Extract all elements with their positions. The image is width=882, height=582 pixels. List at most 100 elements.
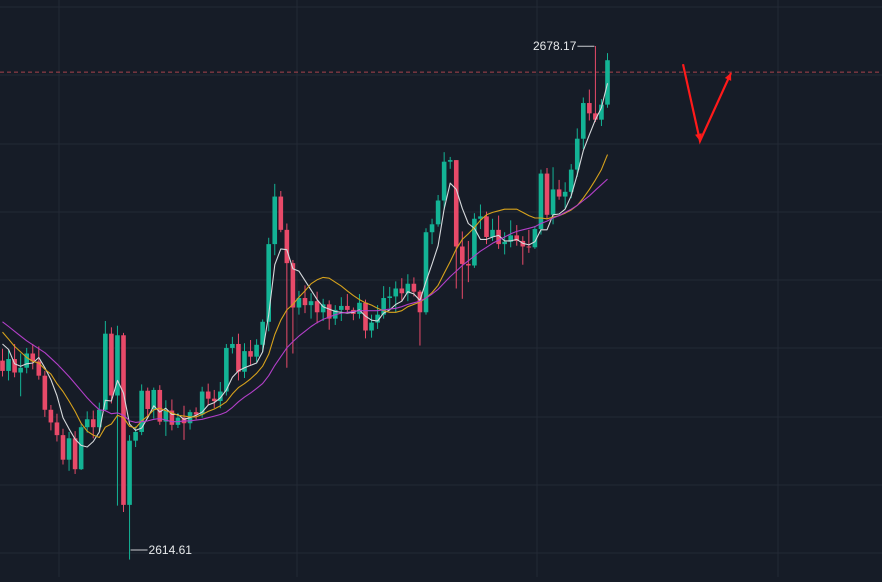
candle-body-14	[84, 419, 90, 428]
candle-body-1	[6, 359, 11, 371]
candle-body-77	[466, 263, 471, 266]
candle-body-38	[230, 343, 235, 348]
candle-body-87	[526, 246, 532, 248]
candle-body-62	[375, 314, 380, 323]
candle-body-32	[193, 412, 199, 415]
candle-body-42	[254, 344, 259, 357]
candle-body-4	[24, 353, 29, 368]
ma-line-2	[2, 178, 608, 423]
candle-body-48	[290, 263, 296, 308]
candle-body-91	[550, 189, 556, 215]
candle-body-93	[562, 191, 568, 197]
candle-body-46	[278, 196, 284, 230]
candle-body-63	[381, 298, 386, 315]
candle-body-49	[296, 298, 302, 308]
candle-body-68	[411, 283, 417, 292]
candle-body-18	[109, 333, 114, 396]
candle-body-71	[429, 224, 435, 233]
candle-body-22	[133, 431, 138, 441]
candles	[0, 45, 610, 560]
candle-body-17	[103, 333, 108, 410]
candle-body-90	[544, 173, 550, 215]
candle-body-34	[205, 391, 211, 399]
candle-body-66	[399, 288, 405, 294]
moving-average-lines	[2, 83, 609, 448]
candle-body-81	[490, 229, 495, 237]
candle-body-61	[369, 322, 374, 331]
candle-body-12	[72, 438, 78, 470]
candle-body-2	[12, 359, 17, 373]
candle-body-76	[460, 246, 465, 264]
candle-body-7	[42, 375, 48, 410]
candle-body-82	[496, 229, 501, 245]
candle-body-83	[502, 241, 507, 245]
candle-body-70	[423, 232, 429, 313]
candle-body-11	[66, 438, 72, 460]
ma-line-1	[2, 154, 609, 439]
candle-body-27	[163, 410, 169, 422]
candle-body-6	[36, 361, 42, 376]
forecast-arrowhead-down	[695, 133, 702, 142]
candle-body-88	[532, 229, 538, 248]
candle-body-28	[169, 410, 175, 425]
candle-body-44	[266, 244, 271, 322]
candle-body-52	[314, 301, 320, 313]
candle-body-10	[60, 435, 66, 460]
candle-body-56	[339, 305, 344, 310]
candle-body-95	[574, 138, 580, 170]
candle-body-23	[139, 390, 144, 432]
candle-body-45	[272, 196, 278, 245]
candle-body-35	[211, 398, 217, 402]
candle-body-65	[393, 288, 399, 297]
candle-body-41	[248, 351, 253, 357]
candle-body-25	[151, 389, 157, 409]
candle-body-40	[242, 351, 247, 372]
candle-body-73	[441, 161, 447, 201]
candle-body-37	[224, 347, 229, 392]
candle-body-80	[484, 216, 489, 237]
candle-body-78	[472, 218, 477, 266]
candle-body-59	[357, 302, 362, 314]
price-markers: 2678.17 2614.61	[130, 39, 595, 557]
candle-body-64	[387, 296, 392, 299]
candle-body-54	[326, 304, 332, 319]
candle-body-92	[556, 189, 562, 197]
candle-body-16	[97, 409, 102, 428]
candle-body-96	[581, 103, 586, 139]
candle-body-72	[435, 200, 441, 225]
candle-body-99	[599, 104, 604, 120]
candle-body-57	[345, 305, 350, 310]
candle-body-67	[405, 283, 411, 294]
candle-body-3	[18, 367, 23, 373]
candle-body-9	[54, 422, 60, 436]
candle-body-36	[218, 391, 223, 402]
candle-body-13	[78, 427, 84, 470]
candle-body-5	[30, 353, 36, 362]
candle-body-8	[48, 409, 54, 423]
candle-body-47	[284, 229, 290, 264]
candle-body-26	[157, 389, 163, 422]
candle-body-53	[320, 304, 326, 313]
candle-body-100	[605, 60, 610, 105]
candle-body-21	[127, 440, 132, 505]
candle-body-33	[199, 391, 205, 415]
candle-body-20	[121, 335, 126, 505]
candle-body-84	[508, 235, 513, 242]
candle-body-50	[302, 298, 308, 306]
candle-body-97	[587, 103, 592, 114]
high-price-label: 2678.17	[533, 39, 577, 53]
low-price-label: 2614.61	[149, 543, 193, 557]
candle-body-51	[308, 301, 314, 306]
candle-body-85	[514, 235, 520, 241]
candle-body-74	[447, 160, 453, 162]
candle-body-24	[145, 390, 150, 409]
candle-body-0	[0, 360, 5, 371]
candle-body-94	[568, 169, 574, 192]
candle-body-98	[593, 113, 598, 120]
candle-body-39	[236, 343, 241, 372]
forecast-arrowhead-up	[724, 72, 732, 81]
forecast-arrow	[681, 63, 733, 145]
